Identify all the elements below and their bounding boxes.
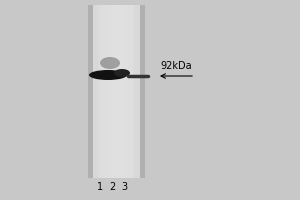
Bar xyxy=(109,5,112,178)
Bar xyxy=(128,5,131,178)
Bar xyxy=(97,5,100,178)
Text: 3: 3 xyxy=(121,182,127,192)
Bar xyxy=(126,5,128,178)
Bar xyxy=(99,5,134,178)
Bar xyxy=(121,5,124,178)
Bar xyxy=(95,5,97,178)
Text: 1: 1 xyxy=(97,182,103,192)
Text: 92kDa: 92kDa xyxy=(160,61,192,71)
Bar xyxy=(136,5,138,178)
Bar xyxy=(116,5,119,178)
Bar xyxy=(88,5,145,178)
Bar xyxy=(131,5,133,178)
Ellipse shape xyxy=(100,57,120,69)
Bar xyxy=(93,5,140,178)
Bar xyxy=(93,5,95,178)
Bar xyxy=(112,5,114,178)
Bar xyxy=(107,5,109,178)
Ellipse shape xyxy=(89,70,127,80)
Bar xyxy=(133,5,136,178)
Bar xyxy=(138,5,140,178)
Bar xyxy=(102,5,104,178)
Bar xyxy=(119,5,121,178)
Bar xyxy=(124,5,126,178)
Bar xyxy=(114,5,116,178)
Bar xyxy=(100,5,102,178)
Bar xyxy=(104,5,107,178)
Text: 2: 2 xyxy=(109,182,115,192)
Ellipse shape xyxy=(114,69,130,77)
